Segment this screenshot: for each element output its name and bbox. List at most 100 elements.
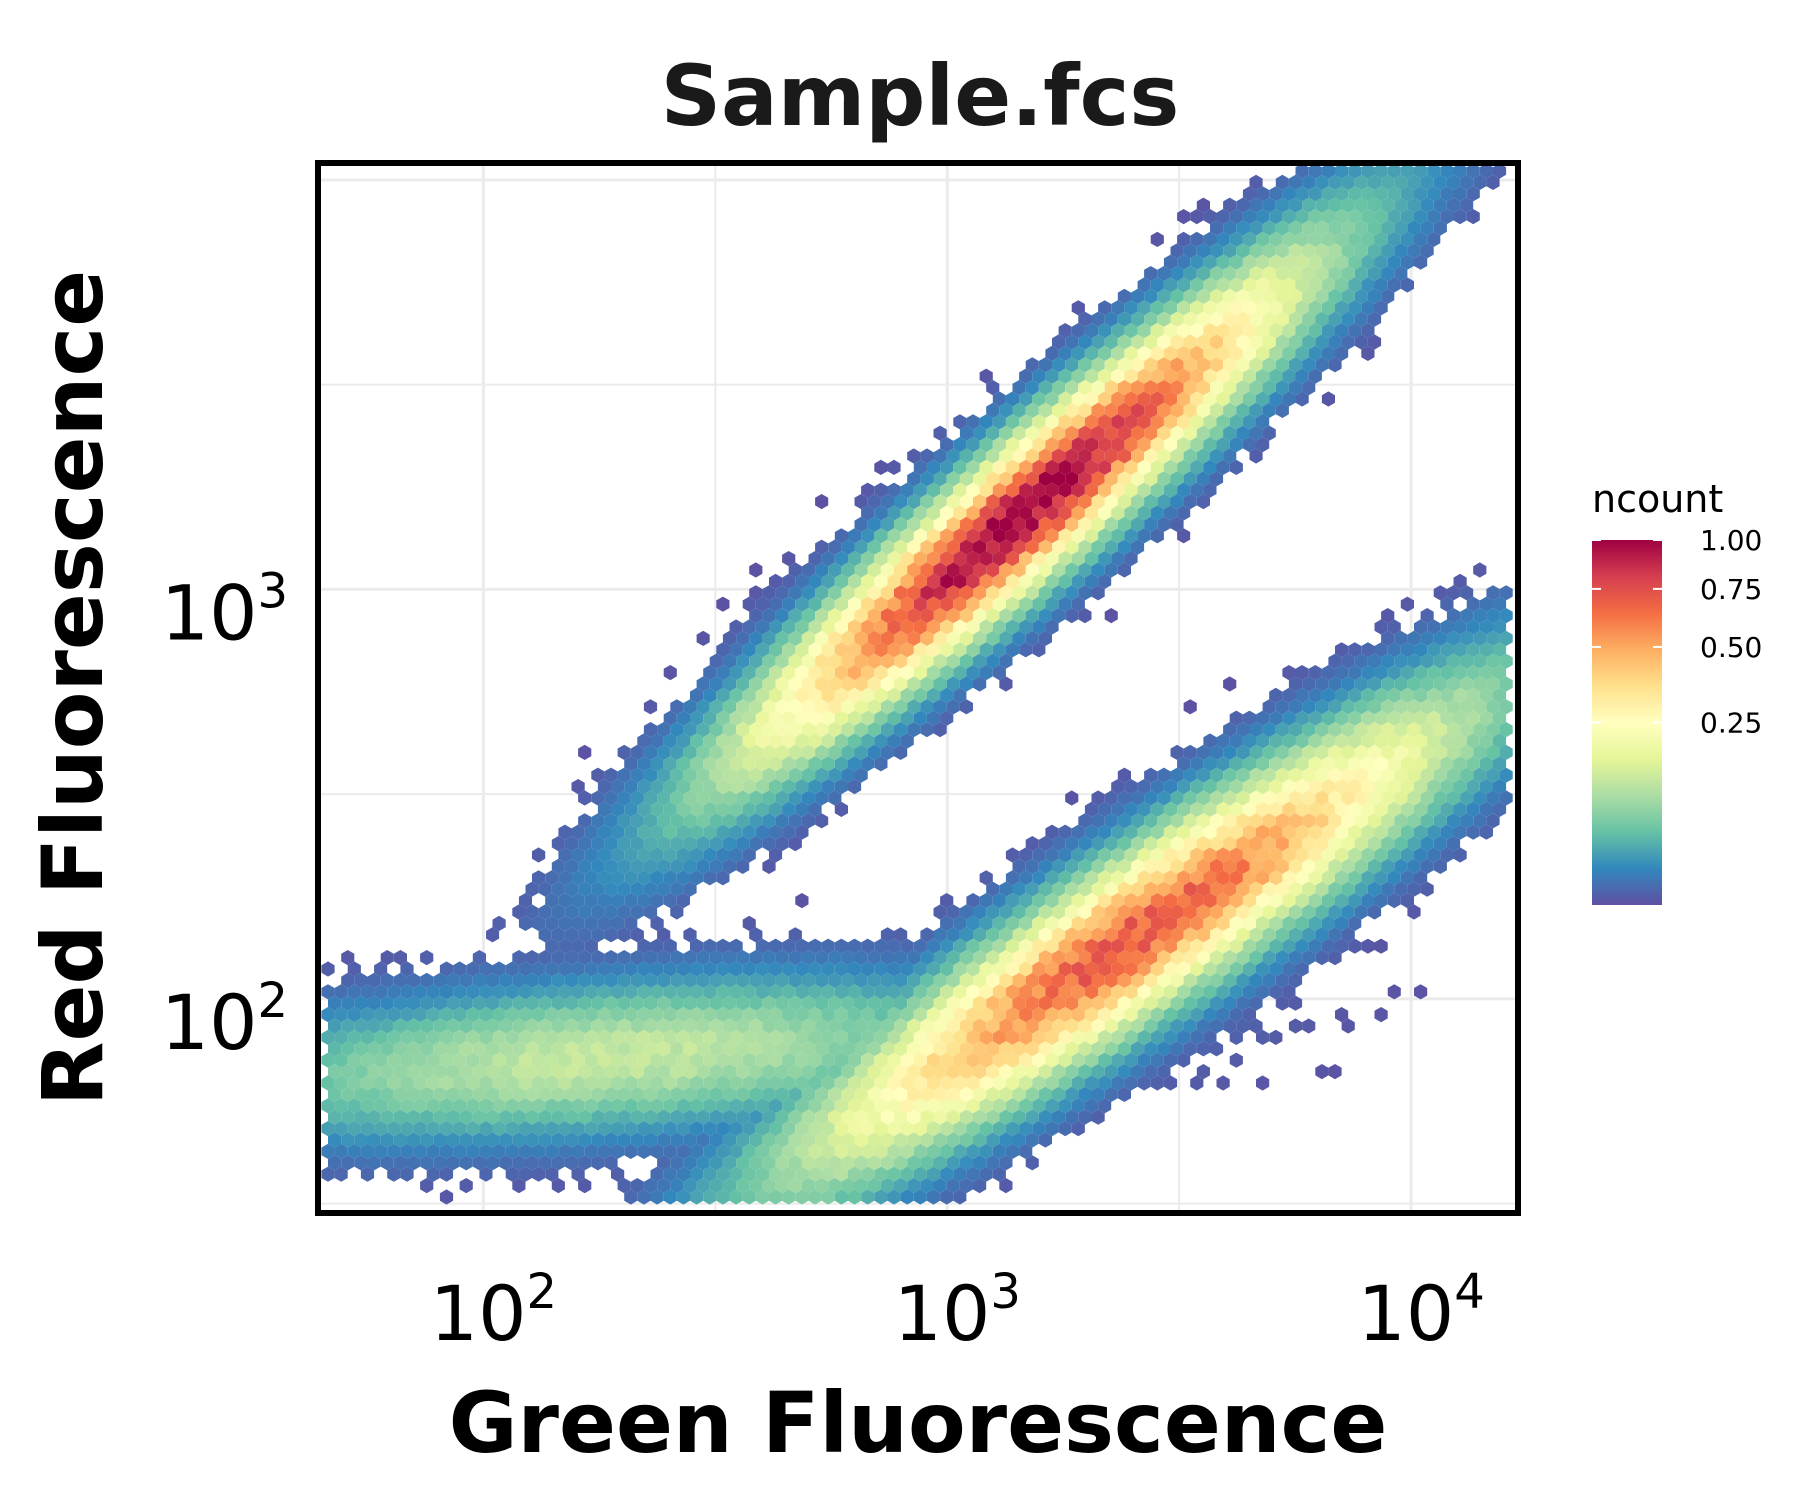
hex-bin	[413, 1121, 427, 1137]
hex-bin	[1196, 311, 1210, 327]
hex-bin	[426, 1098, 440, 1114]
hex-bin	[1170, 448, 1184, 464]
hex-bin	[1144, 311, 1158, 327]
hex-bin	[736, 790, 750, 806]
hex-bin	[1486, 722, 1500, 738]
hex-bin	[341, 1018, 355, 1034]
hex-bin	[775, 1018, 789, 1034]
hex-bin	[848, 1075, 862, 1091]
hex-bin	[722, 653, 737, 669]
hex-bin	[973, 608, 987, 624]
hex-bin	[617, 881, 631, 897]
hex-bin	[894, 1132, 908, 1148]
hex-bin	[1104, 790, 1118, 806]
hex-bin	[828, 722, 842, 738]
hex-bin	[1400, 870, 1414, 886]
hex-bin	[1288, 972, 1303, 988]
hex-bin	[999, 995, 1013, 1011]
hex-bin	[387, 1098, 401, 1114]
hex-bin	[360, 984, 375, 1000]
hex-bin	[1295, 938, 1309, 954]
hex-bin	[1084, 984, 1099, 1000]
hex-bin	[1019, 1052, 1033, 1068]
hex-bin	[979, 459, 993, 475]
hex-bin	[1091, 562, 1105, 578]
hex-bin	[940, 1052, 954, 1068]
hex-bin	[1328, 288, 1342, 304]
hex-bin	[1117, 402, 1131, 418]
hex-bin	[959, 1086, 973, 1102]
hex-bin	[1111, 482, 1125, 498]
hex-bin	[1117, 950, 1131, 966]
hex-bin	[663, 1143, 677, 1159]
hex-bin	[992, 1052, 1006, 1068]
hex-bin	[1150, 1007, 1164, 1023]
hex-bin	[426, 1007, 440, 1023]
hex-bin	[959, 630, 973, 646]
hex-bin	[663, 824, 677, 840]
hex-bin	[650, 1098, 664, 1114]
hex-bin	[1216, 938, 1230, 954]
hex-bin	[578, 1132, 592, 1148]
hex-bin	[426, 1075, 440, 1091]
hex-bin	[1170, 927, 1184, 943]
hex-bin	[1466, 596, 1480, 612]
hex-bin	[407, 1086, 421, 1102]
hex-bin	[913, 1052, 927, 1068]
hex-bin	[486, 1086, 500, 1102]
hex-bin	[1466, 209, 1480, 225]
plot-border	[315, 160, 1521, 1216]
hex-bin	[1269, 323, 1283, 339]
hex-bin	[1045, 938, 1059, 954]
hex-bin	[328, 1109, 342, 1125]
hex-bin	[1256, 938, 1270, 954]
hex-bin	[670, 1178, 684, 1194]
hex-bin	[762, 1155, 776, 1171]
hex-bin	[933, 585, 947, 601]
hex-bin	[900, 642, 914, 658]
hex-bin	[953, 1075, 967, 1091]
hex-bin	[973, 1064, 987, 1080]
hex-bin	[992, 482, 1006, 498]
hex-bin	[848, 1121, 862, 1137]
hex-bin	[1499, 585, 1513, 601]
hex-bin	[1381, 722, 1395, 738]
hex-bin	[617, 950, 631, 966]
hex-bin	[367, 1155, 381, 1171]
hex-bin	[1256, 824, 1270, 840]
hex-bin	[1065, 1086, 1079, 1102]
hex-bin	[1486, 676, 1500, 692]
hex-bin	[1374, 1007, 1388, 1023]
hex-bin	[874, 938, 888, 954]
x-tick-label: 102	[430, 1264, 557, 1358]
hex-bin	[492, 915, 506, 931]
hex-bin	[1321, 915, 1335, 931]
hex-bin	[459, 1018, 473, 1034]
hex-bin	[624, 779, 638, 795]
hex-bin	[749, 676, 763, 692]
hex-bin	[334, 1143, 348, 1159]
hex-bin	[1104, 539, 1118, 555]
hex-bin	[1058, 1029, 1072, 1045]
hex-bin	[1308, 915, 1322, 931]
hex-bin	[637, 824, 651, 840]
hex-bin	[834, 801, 848, 817]
hex-bin	[657, 1109, 671, 1125]
hex-bin	[1414, 231, 1428, 247]
hex-bin	[341, 1086, 355, 1102]
hex-bin	[874, 1029, 888, 1045]
hex-bin	[564, 1132, 579, 1148]
hex-bin	[1348, 231, 1362, 247]
hex-bin	[1275, 334, 1289, 350]
hex-bin	[663, 710, 677, 726]
hex-bin	[696, 767, 710, 783]
hex-bin	[1131, 927, 1145, 943]
hex-bin	[1203, 482, 1217, 498]
hex-bin	[821, 984, 835, 1000]
hex-bin	[1157, 950, 1171, 966]
hex-bin	[1223, 767, 1237, 783]
hex-bin	[1394, 858, 1408, 874]
hex-bin	[999, 881, 1013, 897]
hex-bin	[1414, 870, 1428, 886]
hex-bin	[966, 482, 980, 498]
